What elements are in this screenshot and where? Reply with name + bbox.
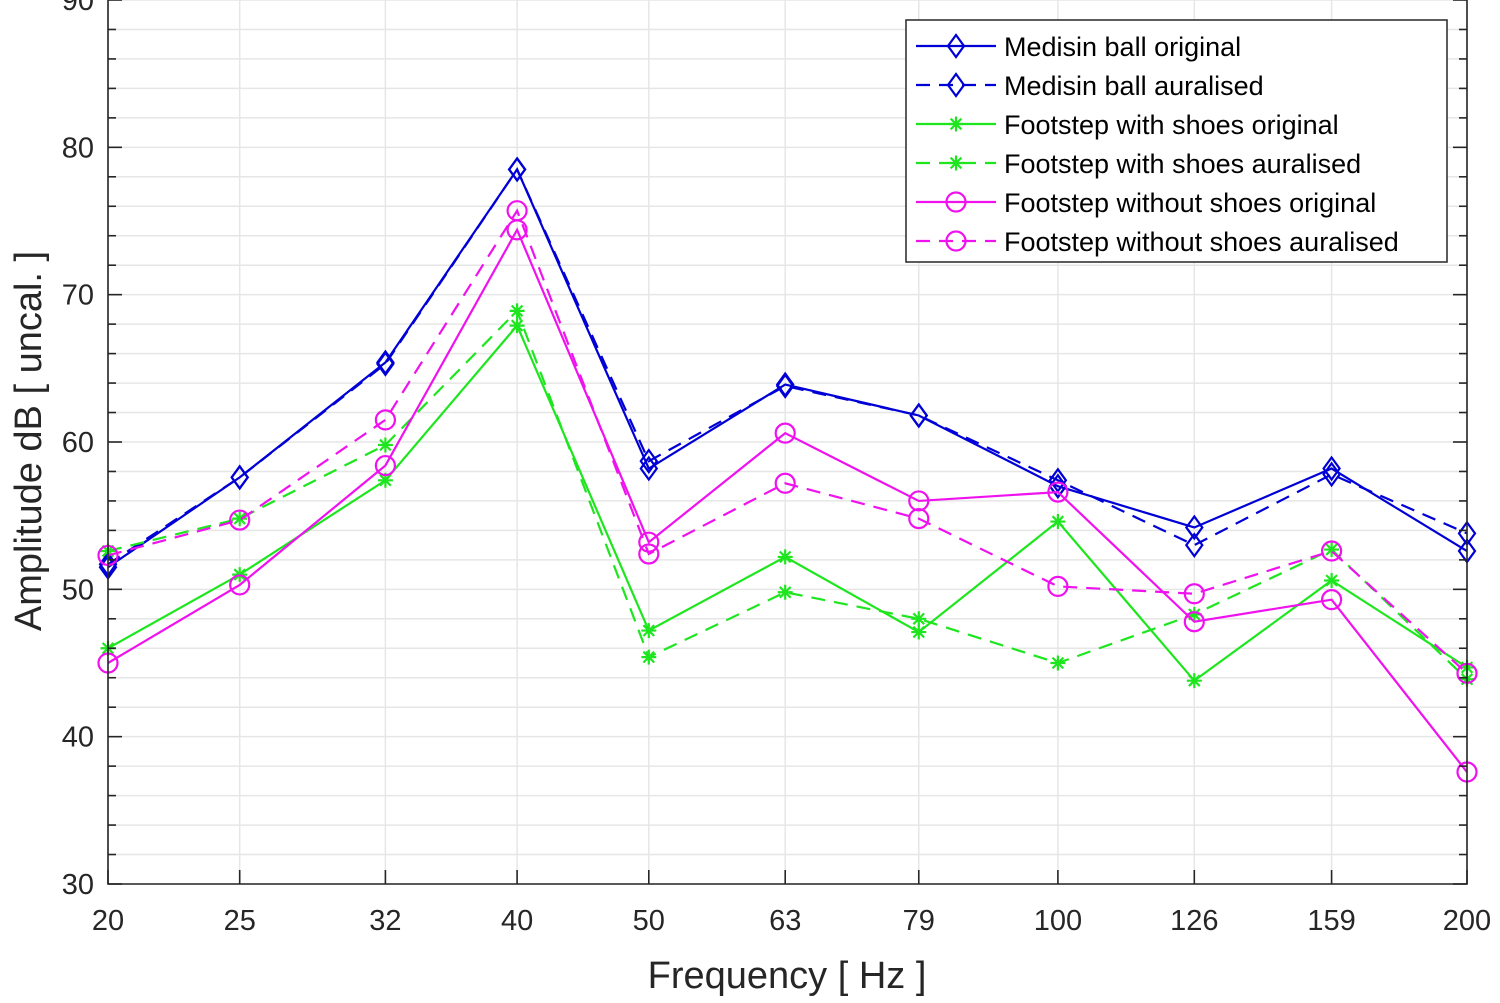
data-point-footstep-without-shoes-auralised-50 [638, 543, 660, 565]
x-tick-label-63: 63 [769, 905, 801, 937]
x-axis-label: Frequency [ Hz ] [648, 955, 927, 997]
y-tick-label-40: 40 [62, 722, 94, 754]
y-tick-label-80: 80 [62, 132, 94, 164]
data-point-footstep-without-shoes-original-100 [1047, 481, 1069, 503]
data-point-footstep-with-shoes-original-100 [1050, 514, 1066, 530]
data-point-footstep-without-shoes-auralised-25 [229, 509, 251, 531]
series-line-footstep-without-shoes-auralised [107, 208, 1468, 675]
series-layer [97, 156, 1478, 783]
data-point-footstep-with-shoes-auralised-25 [232, 511, 248, 527]
x-tick-label-79: 79 [903, 905, 935, 937]
legend-marker [946, 33, 966, 59]
data-point-footstep-with-shoes-original-63 [777, 549, 793, 565]
data-point-footstep-without-shoes-auralised-100 [1047, 575, 1069, 597]
data-point-footstep-with-shoes-original-159 [1324, 572, 1340, 588]
data-point-footstep-without-shoes-auralised-32 [374, 409, 396, 431]
data-point-footstep-without-shoes-original-25 [229, 574, 251, 596]
legend-item-footstep-without-shoes-original: Footstep without shoes original [916, 188, 1376, 218]
data-point-footstep-without-shoes-original-79 [908, 490, 930, 512]
ticks: 30 40 50 60 70 80 90 20 25 32 40 50 63 79 100 126 159 200 [62, 0, 1491, 937]
data-point-medisin-ball-auralised-25 [230, 464, 250, 491]
data-point-footstep-without-shoes-original-159 [1320, 589, 1343, 611]
data-point-footstep-with-shoes-auralised-50 [641, 649, 657, 665]
x-tick-label-40: 40 [501, 905, 533, 937]
data-point-medisin-ball-original-159 [1322, 455, 1341, 482]
x-tick-label-100: 100 [1034, 905, 1082, 937]
legend-item-medisin-ball-auralised: Medisin ball auralised [916, 71, 1264, 101]
legend-box [905, 19, 1448, 263]
data-point-footstep-without-shoes-original-126 [1183, 611, 1205, 633]
data-point-footstep-without-shoes-auralised-63 [774, 472, 796, 494]
legend-marker [945, 191, 967, 213]
data-point-medisin-ball-auralised-40 [507, 156, 527, 183]
data-point-footstep-with-shoes-original-50 [641, 623, 657, 639]
series-line-medisin-ball-auralised [107, 167, 1468, 566]
data-point-footstep-with-shoes-auralised-40 [509, 303, 525, 319]
data-point-footstep-without-shoes-auralised-126 [1183, 583, 1205, 605]
legend-label: Footstep without shoes auralised [1004, 227, 1399, 257]
data-point-footstep-with-shoes-original-79 [911, 624, 927, 640]
data-point-medisin-ball-auralised-159 [1322, 461, 1341, 488]
data-point-footstep-with-shoes-original-32 [377, 472, 393, 488]
data-point-footstep-with-shoes-auralised-32 [377, 437, 393, 453]
data-point-medisin-ball-auralised-32 [376, 351, 395, 377]
x-tick-label-32: 32 [369, 905, 401, 937]
legend-label: Medisin ball original [1004, 32, 1241, 62]
legend-marker [948, 116, 964, 132]
data-point-footstep-with-shoes-auralised-79 [911, 611, 927, 627]
legend-label: Footstep with shoes original [1004, 110, 1339, 140]
legend-marker [946, 72, 966, 98]
y-tick-label-70: 70 [62, 280, 94, 312]
legend-label: Footstep without shoes original [1004, 188, 1376, 218]
data-point-footstep-with-shoes-original-126 [1186, 673, 1202, 689]
data-point-footstep-with-shoes-auralised-63 [777, 584, 793, 600]
data-point-footstep-with-shoes-auralised-126 [1186, 606, 1202, 622]
x-tick-label-25: 25 [224, 905, 256, 937]
x-tick-label-200: 200 [1443, 905, 1491, 937]
legend-marker [948, 155, 964, 171]
data-point-footstep-without-shoes-original-32 [374, 454, 396, 477]
data-point-footstep-without-shoes-original-63 [774, 422, 796, 444]
data-point-footstep-with-shoes-auralised-159 [1324, 542, 1340, 558]
y-tick-label-60: 60 [62, 427, 94, 459]
x-tick-label-20: 20 [92, 905, 124, 937]
y-tick-label-50: 50 [62, 574, 94, 606]
data-point-medisin-ball-auralised-79 [909, 402, 929, 429]
legend-label: Footstep with shoes auralised [1004, 149, 1361, 179]
legend-item-footstep-with-shoes-auralised: Footstep with shoes auralised [916, 149, 1361, 179]
series-footstep-with-shoes-original [100, 318, 1475, 689]
series-line-footstep-without-shoes-original [107, 227, 1468, 773]
data-point-medisin-ball-auralised-50 [639, 448, 659, 475]
legend-marker [945, 230, 967, 252]
series-footstep-without-shoes-auralised [97, 200, 1478, 684]
data-point-footstep-with-shoes-original-40 [509, 318, 525, 334]
data-point-footstep-without-shoes-auralised-79 [908, 508, 930, 530]
data-point-footstep-without-shoes-auralised-40 [506, 200, 528, 222]
y-tick-label-90: 90 [62, 0, 94, 17]
data-point-medisin-ball-auralised-126 [1184, 532, 1204, 559]
legend-label: Medisin ball auralised [1004, 71, 1264, 101]
data-point-medisin-ball-original-126 [1184, 514, 1204, 541]
x-tick-label-159: 159 [1307, 905, 1355, 937]
x-tick-label-126: 126 [1170, 905, 1218, 937]
y-tick-label-30: 30 [62, 869, 94, 901]
legend: Medisin ball original Medisin ball aurali… [905, 19, 1448, 263]
data-point-footstep-without-shoes-auralised-159 [1320, 540, 1343, 562]
series-line-footstep-with-shoes-auralised [107, 308, 1468, 681]
data-point-footstep-with-shoes-auralised-100 [1050, 655, 1066, 671]
x-tick-label-50: 50 [633, 905, 665, 937]
legend-item-footstep-with-shoes-original: Footstep with shoes original [916, 110, 1339, 140]
legend-item-medisin-ball-original: Medisin ball original [916, 32, 1241, 62]
data-point-medisin-ball-auralised-63 [775, 373, 795, 399]
y-axis-label: Amplitude dB [ uncal. ] [8, 251, 50, 631]
legend-item-footstep-without-shoes-auralised: Footstep without shoes auralised [916, 227, 1399, 257]
